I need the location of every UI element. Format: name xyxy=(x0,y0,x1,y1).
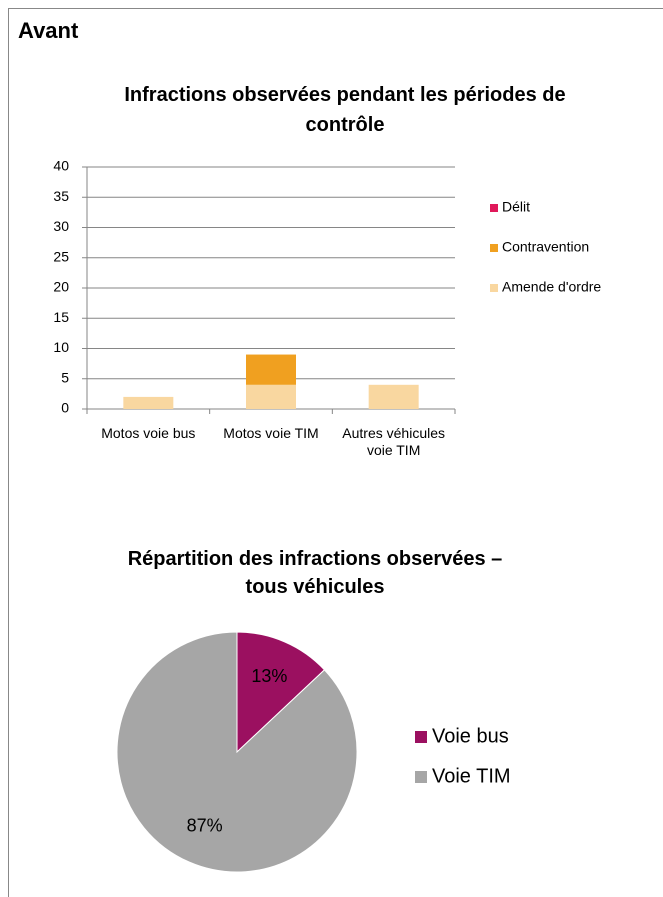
y-tick-label: 20 xyxy=(53,279,69,295)
legend-swatch xyxy=(490,284,498,292)
chart-title: Répartition des infractions observées – … xyxy=(127,548,503,598)
x-tick-label: Autres véhicules voie TIM xyxy=(342,425,446,458)
pie-slice xyxy=(236,631,326,754)
y-tick-label: 0 xyxy=(61,400,69,416)
legend-label: Contravention xyxy=(502,239,589,255)
y-tick-label: 5 xyxy=(61,369,69,385)
legend-label: Voie bus xyxy=(432,725,509,747)
bar-segment xyxy=(123,396,174,409)
x-tick-label: Motos voie bus xyxy=(101,425,196,441)
bar-segment xyxy=(246,354,296,385)
bar-segment xyxy=(368,384,419,409)
legend-label: Voie TIM xyxy=(432,765,511,787)
data-label: 13% xyxy=(251,666,287,686)
pie-slice xyxy=(116,631,358,873)
data-label: 87% xyxy=(187,816,223,836)
y-tick-label: 10 xyxy=(53,339,69,355)
x-tick-label: Motos voie TIM xyxy=(223,425,319,441)
legend-swatch xyxy=(490,204,498,212)
header-title: Avant xyxy=(18,18,79,43)
bar-segment xyxy=(246,384,296,409)
y-tick-label: 15 xyxy=(53,309,69,325)
legend-swatch xyxy=(415,771,427,783)
chart-title: Infractions observées pendant les périod… xyxy=(124,84,566,136)
y-tick-label: 30 xyxy=(53,218,69,234)
y-tick-label: 35 xyxy=(53,188,69,204)
legend-label: Délit xyxy=(502,199,530,215)
legend-swatch xyxy=(490,244,498,252)
y-tick-label: 40 xyxy=(53,158,69,174)
legend-label: Amende d'ordre xyxy=(502,279,601,295)
legend-swatch xyxy=(415,731,427,743)
frame xyxy=(8,8,663,897)
y-tick-label: 25 xyxy=(53,248,69,264)
